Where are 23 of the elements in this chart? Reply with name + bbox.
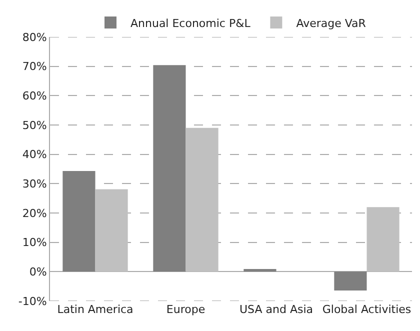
- y-tick-label: 50%: [22, 118, 47, 132]
- bar: [366, 207, 400, 272]
- x-tick-label: Latin America: [57, 303, 134, 316]
- bar: [153, 65, 186, 272]
- y-tick-label: -10%: [18, 294, 47, 308]
- x-tick-label: Europe: [166, 303, 206, 316]
- y-tick-label: 30%: [22, 178, 47, 191]
- x-tick-label: Global Activities: [322, 303, 412, 316]
- x-tick-label: USA and Asia: [239, 303, 314, 316]
- legend-label: Annual Economic P&L: [130, 16, 252, 30]
- bar: [244, 269, 276, 272]
- y-tick-label: 70%: [22, 60, 47, 74]
- y-tick-label: 20%: [22, 206, 47, 220]
- y-tick-label: 60%: [22, 90, 47, 103]
- y-tick-label: 0%: [29, 266, 47, 279]
- legend-label: Average VaR: [296, 16, 366, 30]
- y-tick-label: 10%: [22, 236, 47, 250]
- bar: [62, 171, 96, 272]
- bar: [186, 128, 218, 272]
- y-tick-label: 40%: [22, 148, 47, 162]
- bar: [334, 272, 367, 290]
- y-tick-label: 80%: [22, 30, 47, 44]
- bar: [95, 189, 128, 272]
